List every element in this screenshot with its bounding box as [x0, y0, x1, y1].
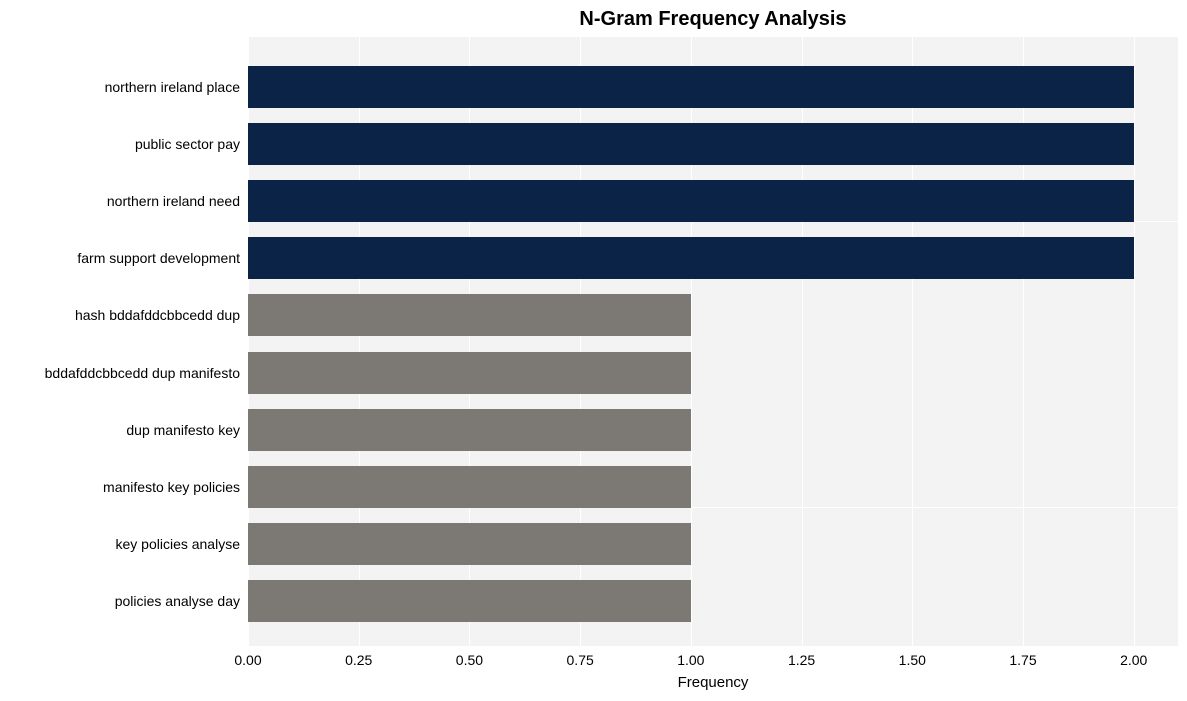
bar	[248, 523, 691, 565]
y-tick-label: dup manifesto key	[0, 422, 240, 438]
bar	[248, 409, 691, 451]
x-tick-label: 0.75	[567, 652, 594, 668]
y-tick-label: northern ireland need	[0, 193, 240, 209]
x-tick-label: 2.00	[1120, 652, 1147, 668]
plot-area	[248, 37, 1178, 646]
y-axis-labels: northern ireland place public sector pay n…	[0, 37, 240, 646]
bar	[248, 294, 691, 336]
bar	[248, 466, 691, 508]
bar	[248, 580, 691, 622]
y-tick-label: northern ireland place	[0, 79, 240, 95]
y-tick-label: bddafddcbbcedd dup manifesto	[0, 365, 240, 381]
bar	[248, 237, 1134, 279]
y-tick-label: farm support development	[0, 250, 240, 266]
gridline	[1134, 37, 1135, 646]
y-tick-label: public sector pay	[0, 136, 240, 152]
x-tick-label: 1.00	[677, 652, 704, 668]
bar	[248, 352, 691, 394]
row-band	[248, 622, 1178, 646]
x-axis-labels: 0.000.250.500.751.001.251.501.752.00	[248, 652, 1178, 672]
bar	[248, 180, 1134, 222]
y-tick-label: hash bddafddcbbcedd dup	[0, 307, 240, 323]
x-tick-label: 0.00	[234, 652, 261, 668]
y-tick-label: manifesto key policies	[0, 479, 240, 495]
x-tick-label: 1.75	[1009, 652, 1036, 668]
ngram-chart: N-Gram Frequency Analysis northern irela…	[0, 0, 1187, 701]
x-tick-label: 1.50	[899, 652, 926, 668]
x-tick-label: 0.25	[345, 652, 372, 668]
bar	[248, 66, 1134, 108]
x-axis-title: Frequency	[248, 674, 1178, 691]
chart-title: N-Gram Frequency Analysis	[248, 8, 1178, 31]
bar	[248, 123, 1134, 165]
y-tick-label: key policies analyse	[0, 536, 240, 552]
x-tick-label: 1.25	[788, 652, 815, 668]
y-tick-label: policies analyse day	[0, 593, 240, 609]
x-tick-label: 0.50	[456, 652, 483, 668]
